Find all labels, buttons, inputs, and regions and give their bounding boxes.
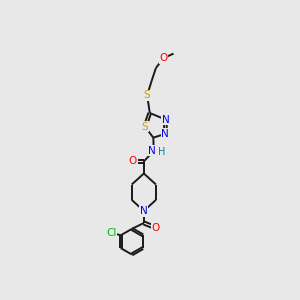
Text: N: N	[162, 115, 170, 124]
Text: H: H	[158, 147, 166, 157]
Text: O: O	[152, 223, 160, 233]
Text: O: O	[160, 53, 168, 63]
Text: S: S	[144, 90, 151, 100]
Text: S: S	[142, 122, 148, 132]
Text: N: N	[140, 206, 148, 216]
Text: N: N	[148, 146, 156, 156]
Text: N: N	[161, 129, 169, 139]
Text: O: O	[129, 156, 137, 167]
Text: Cl: Cl	[106, 228, 117, 238]
